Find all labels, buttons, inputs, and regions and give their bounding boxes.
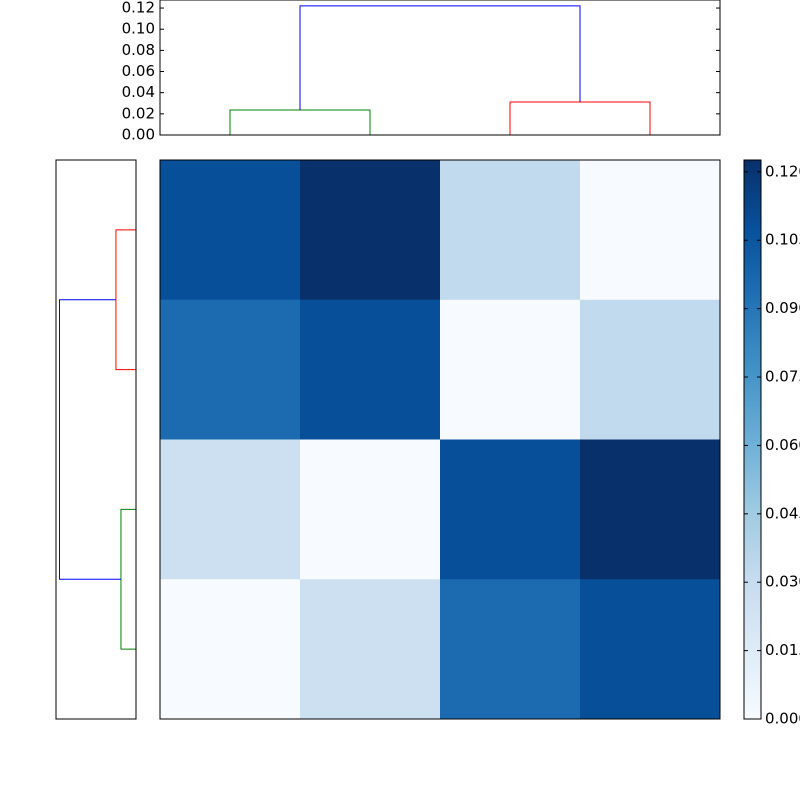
colorbar-tick-label: 0.045 xyxy=(765,504,800,522)
heatmap-cell xyxy=(580,579,721,720)
y-tick-label: 0.00 xyxy=(122,126,155,144)
heatmap-cell xyxy=(580,439,721,580)
heatmap-cell xyxy=(440,160,581,301)
heatmap-frame xyxy=(159,159,721,720)
dendrogram-frame xyxy=(159,0,721,136)
colorbar-tick-label: 0.105 xyxy=(765,231,800,249)
y-tick-label: 0.08 xyxy=(122,41,155,59)
y-tick-label: 0.02 xyxy=(122,104,155,122)
heatmap-cell xyxy=(580,299,721,440)
dendrogram-frame xyxy=(55,159,137,720)
dendrogram-link xyxy=(509,101,651,135)
colorbar-tick-label: 0.030 xyxy=(765,573,800,591)
colorbar xyxy=(744,160,761,719)
colorbar-tick-label: 0.090 xyxy=(765,299,800,317)
heatmap-cell xyxy=(440,439,581,580)
y-tick-label: 0.10 xyxy=(122,20,155,38)
heatmap-cell xyxy=(300,439,441,580)
heatmap-cell xyxy=(300,160,441,301)
heatmap-cell xyxy=(580,160,721,301)
colorbar-tick-label: 0.000 xyxy=(765,710,800,728)
colorbar-tick-label: 0.060 xyxy=(765,436,800,454)
colorbar-tick-label: 0.120 xyxy=(765,162,800,180)
y-tick-label: 0.12 xyxy=(122,0,155,17)
heatmap-cell xyxy=(160,579,301,720)
colorbar-tick-label: 0.015 xyxy=(765,641,800,659)
heatmap-cell xyxy=(160,160,301,301)
dendrogram-link xyxy=(229,109,371,135)
heatmap-cell xyxy=(160,299,301,440)
heatmap-cell xyxy=(440,299,581,440)
heatmap-cell xyxy=(300,579,441,720)
y-tick-label: 0.04 xyxy=(122,83,155,101)
dendrogram-link xyxy=(299,5,581,111)
dendrogram-link xyxy=(120,508,136,650)
heatmap-cell xyxy=(440,579,581,720)
dendrogram-link xyxy=(59,299,121,580)
heatmap-cell xyxy=(300,299,441,440)
colorbar-tick-label: 0.075 xyxy=(765,368,800,386)
colorbar-frame xyxy=(743,159,762,720)
heatmap-cell xyxy=(160,439,301,580)
dendrogram-link xyxy=(115,229,136,371)
y-tick-label: 0.06 xyxy=(122,62,155,80)
